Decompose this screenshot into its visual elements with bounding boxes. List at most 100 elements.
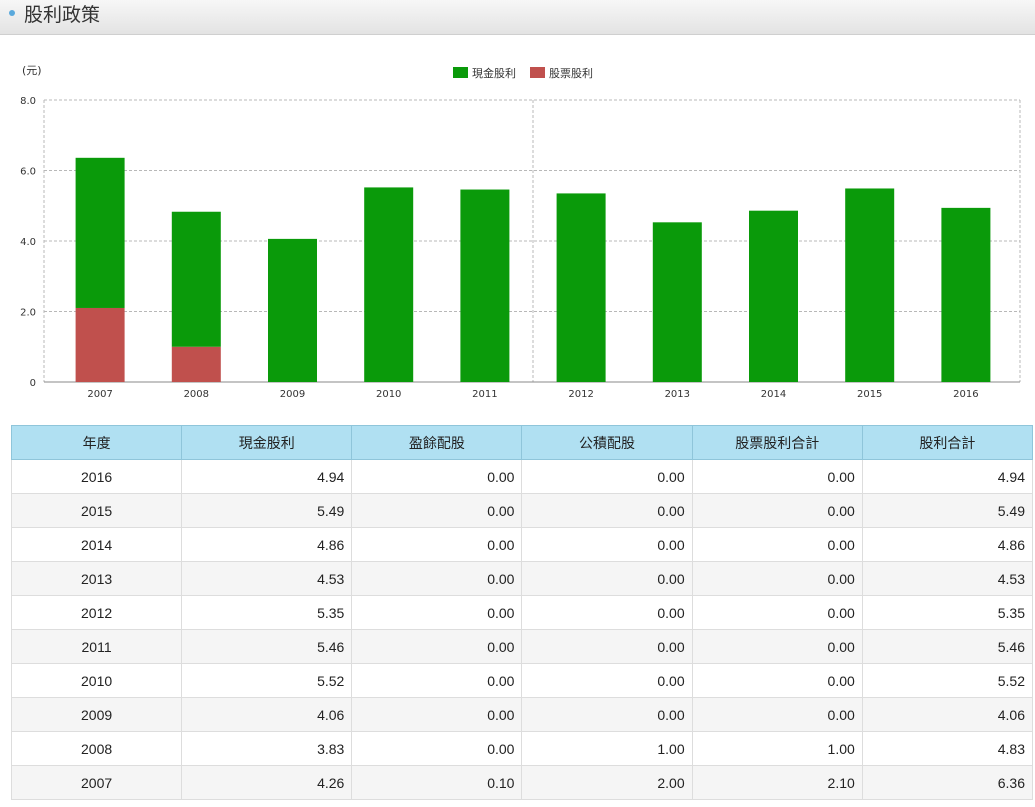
value-cell: 0.00 <box>351 493 523 528</box>
x-tick-label: 2011 <box>472 389 497 400</box>
legend-swatch <box>530 67 545 78</box>
table-row: 2011 5.46 0.00 0.00 0.00 5.46 <box>10 629 1034 664</box>
value-cell: 0.00 <box>521 663 693 698</box>
value-cell: 0.00 <box>351 663 523 698</box>
bar-stock-2007 <box>75 307 125 382</box>
year-cell: 2012 <box>10 595 183 630</box>
value-cell: 2.10 <box>691 765 863 800</box>
bar-cash-2011 <box>460 189 510 382</box>
value-cell: 0.00 <box>691 493 863 528</box>
value-cell: 3.83 <box>181 731 353 766</box>
value-cell: 0.00 <box>351 459 523 494</box>
legend-label: 現金股利 <box>472 66 516 80</box>
value-cell: 0.00 <box>691 527 863 562</box>
value-cell: 0.00 <box>521 459 693 494</box>
bar-cash-2008 <box>171 211 221 347</box>
value-cell: 0.00 <box>521 561 693 596</box>
table-row: 2009 4.06 0.00 0.00 0.00 4.06 <box>10 697 1034 732</box>
bullet-icon <box>9 10 15 16</box>
table-row: 2007 4.26 0.10 2.00 2.10 6.36 <box>10 765 1034 800</box>
value-cell: 4.86 <box>861 527 1034 562</box>
column-header: 公積配股 <box>521 425 693 460</box>
bar-cash-2013 <box>652 222 702 382</box>
value-cell: 4.26 <box>181 765 353 800</box>
legend-label: 股票股利 <box>549 67 593 80</box>
value-cell: 4.86 <box>181 527 353 562</box>
x-tick-label: 2014 <box>761 389 786 400</box>
table-row: 2014 4.86 0.00 0.00 0.00 4.86 <box>10 527 1034 562</box>
value-cell: 4.94 <box>181 459 353 494</box>
section-title: 股利政策 <box>24 4 101 26</box>
x-tick-label: 2012 <box>568 389 593 400</box>
x-tick-label: 2013 <box>665 389 690 400</box>
dividend-chart: 0 2.0 4.0 6.0 8.0 (元) 2007 2008 2009 2010 2011 2012… <box>20 64 1021 400</box>
value-cell: 6.36 <box>861 765 1034 800</box>
dividend-table: 年度 現金股利 盈餘配股 公積配股 股票股利合計 股利合計 2016 4.94 0.00 0.0… <box>10 425 1034 800</box>
value-cell: 5.52 <box>861 663 1034 698</box>
bar-cash-2009 <box>268 238 317 382</box>
value-cell: 0.00 <box>691 459 863 494</box>
value-cell: 0.00 <box>691 697 863 732</box>
value-cell: 2.00 <box>521 765 693 800</box>
value-cell: 0.00 <box>351 697 523 732</box>
year-cell: 2007 <box>10 765 183 800</box>
bar-cash-2007 <box>75 157 125 308</box>
value-cell: 5.49 <box>181 493 353 528</box>
x-tick-label: 2007 <box>87 389 112 400</box>
y-tick-label: 6.0 <box>20 167 36 178</box>
x-tick-label: 2016 <box>953 389 978 400</box>
x-tick-label: 2009 <box>280 389 305 400</box>
column-header: 現金股利 <box>181 425 353 460</box>
table-header-row: 年度 現金股利 盈餘配股 公積配股 股票股利合計 股利合計 <box>10 425 1034 460</box>
column-header: 盈餘配股 <box>351 425 523 460</box>
table-body: 2016 4.94 0.00 0.00 0.00 4.94 2015 5.49 0.00 0.00… <box>10 459 1034 800</box>
value-cell: 5.35 <box>181 595 353 630</box>
value-cell: 1.00 <box>691 731 863 766</box>
year-cell: 2014 <box>10 527 183 562</box>
year-cell: 2015 <box>10 493 183 528</box>
bar-cash-2015 <box>845 188 895 382</box>
table-row: 2008 3.83 0.00 1.00 1.00 4.83 <box>10 731 1034 766</box>
value-cell: 4.53 <box>861 561 1034 596</box>
value-cell: 5.52 <box>181 663 353 698</box>
table-row: 2013 4.53 0.00 0.00 0.00 4.53 <box>10 561 1034 596</box>
value-cell: 4.06 <box>861 697 1034 732</box>
value-cell: 5.46 <box>861 629 1034 664</box>
value-cell: 0.00 <box>351 595 523 630</box>
y-tick-label: 4.0 <box>20 237 36 248</box>
year-cell: 2010 <box>10 663 183 698</box>
year-cell: 2016 <box>10 459 183 494</box>
value-cell: 0.00 <box>521 595 693 630</box>
bar-stock-2008 <box>171 346 221 382</box>
y-tick-label: 8.0 <box>20 96 36 107</box>
value-cell: 0.00 <box>691 595 863 630</box>
year-cell: 2011 <box>10 629 183 664</box>
value-cell: 4.53 <box>181 561 353 596</box>
table-row: 2015 5.49 0.00 0.00 0.00 5.49 <box>10 493 1034 528</box>
table-row: 2010 5.52 0.00 0.00 0.00 5.52 <box>10 663 1034 698</box>
y-axis-label: (元) <box>22 64 42 77</box>
value-cell: 0.00 <box>691 629 863 664</box>
year-cell: 2009 <box>10 697 183 732</box>
value-cell: 4.94 <box>861 459 1034 494</box>
bar-cash-2014 <box>749 210 798 382</box>
column-header: 股票股利合計 <box>691 425 863 460</box>
value-cell: 4.06 <box>181 697 353 732</box>
bar-cash-2010 <box>364 187 414 382</box>
value-cell: 5.35 <box>861 595 1034 630</box>
value-cell: 0.00 <box>351 527 523 562</box>
value-cell: 1.00 <box>521 731 693 766</box>
y-tick-label: 0 <box>30 378 36 389</box>
value-cell: 0.00 <box>521 527 693 562</box>
value-cell: 0.00 <box>691 561 863 596</box>
x-tick-label: 2015 <box>857 389 882 400</box>
value-cell: 0.00 <box>351 561 523 596</box>
y-tick-label: 2.0 <box>20 308 36 319</box>
value-cell: 0.00 <box>521 629 693 664</box>
value-cell: 0.00 <box>521 493 693 528</box>
x-tick-label: 2010 <box>376 389 401 400</box>
value-cell: 5.46 <box>181 629 353 664</box>
bar-cash-2012 <box>556 193 606 382</box>
x-tick-label: 2008 <box>184 389 209 400</box>
value-cell: 0.00 <box>351 731 523 766</box>
